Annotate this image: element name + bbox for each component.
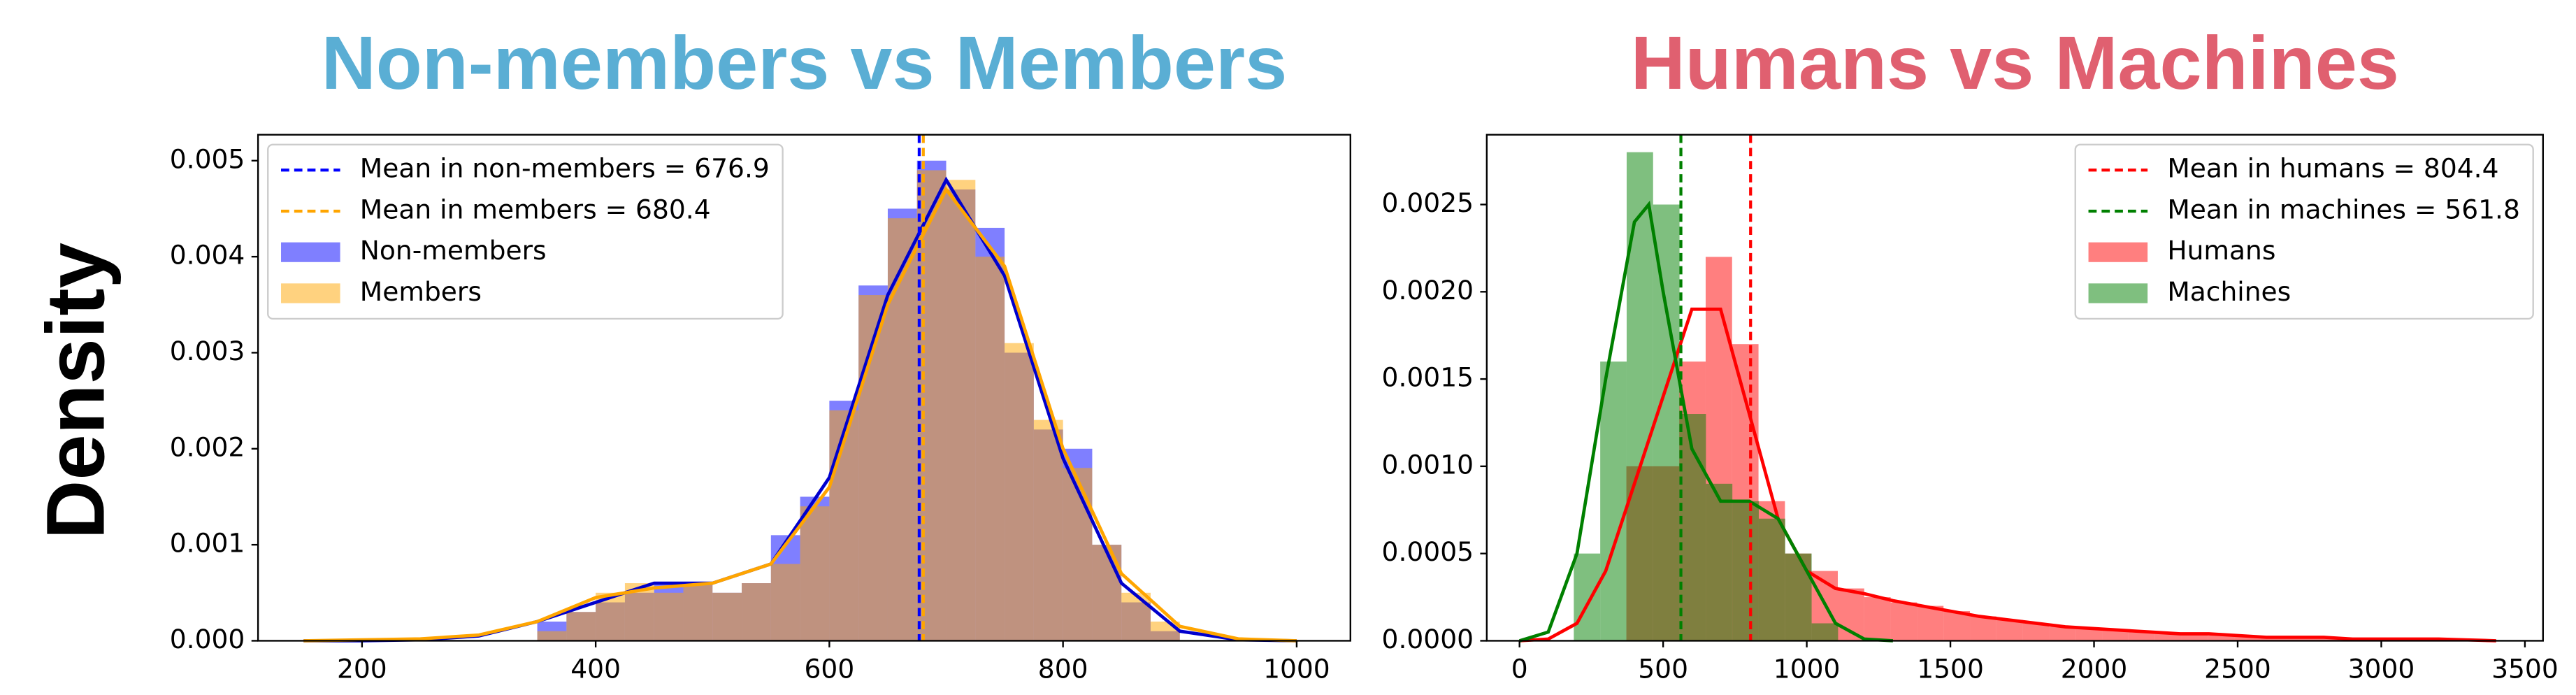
plot-area xyxy=(1518,134,2496,643)
chart-title: Humans vs Machines xyxy=(1631,20,2399,105)
histogram-bar xyxy=(1785,553,1812,641)
legend-patch xyxy=(2088,242,2148,262)
histogram-bar xyxy=(1706,483,1733,641)
legend-patch xyxy=(281,242,340,262)
histogram-bar xyxy=(770,564,800,641)
histogram-bar xyxy=(1063,468,1093,641)
histogram-bar xyxy=(2181,633,2208,641)
plot-area xyxy=(303,134,1297,643)
histogram-bar xyxy=(566,612,596,641)
legend: Mean in non-members = 676.9 Mean in membe… xyxy=(267,143,784,320)
x-tick-label: 1500 xyxy=(1917,653,1984,684)
legend-patch xyxy=(281,283,340,303)
histogram-bar xyxy=(2022,623,2050,641)
histogram-bar xyxy=(1758,518,1785,641)
legend-label: Machines xyxy=(2167,276,2291,307)
x-tick-label: 600 xyxy=(805,653,855,684)
y-tick-label: 0.005 xyxy=(170,143,245,174)
histogram-bar xyxy=(1970,616,1996,641)
histogram-bar xyxy=(800,506,830,641)
histogram-bar xyxy=(742,583,771,641)
histogram-bar xyxy=(537,631,567,641)
histogram-bar xyxy=(2075,628,2103,641)
histogram-bar xyxy=(2287,637,2314,641)
y-tick-label: 0.003 xyxy=(170,336,245,366)
histogram-bar xyxy=(946,180,976,641)
kde-line xyxy=(303,186,1297,643)
histogram-bar xyxy=(1033,420,1063,641)
y-tick-label: 0.0005 xyxy=(1382,536,1474,567)
histogram-bar xyxy=(975,257,1005,641)
x-tick-label: 0 xyxy=(1511,653,1528,684)
histogram-bar xyxy=(2154,633,2182,641)
legend-label: Members xyxy=(360,276,482,307)
y-tick-label: 0.0020 xyxy=(1382,275,1474,306)
legend-patch xyxy=(2088,283,2148,303)
x-tick-label: 2000 xyxy=(2061,653,2128,684)
legend-label: Mean in humans = 804.4 xyxy=(2167,153,2498,184)
histogram-bar xyxy=(1864,597,1891,641)
histogram-bar xyxy=(829,410,859,641)
y-tick-label: 0.001 xyxy=(170,528,245,559)
histogram-bar xyxy=(1626,152,1653,641)
y-tick-label: 0.002 xyxy=(170,431,245,462)
y-tick-label: 0.000 xyxy=(170,624,245,654)
x-tick-label: 2500 xyxy=(2204,653,2271,684)
histogram-bar xyxy=(1574,553,1601,641)
x-tick-label: 800 xyxy=(1038,653,1088,684)
histogram-bar xyxy=(1151,621,1180,641)
legend-label: Mean in non-members = 676.9 xyxy=(360,153,770,184)
x-tick-label: 1000 xyxy=(1773,653,1841,684)
histogram-bar xyxy=(2260,637,2287,641)
y-tick-label: 0.0010 xyxy=(1382,449,1474,480)
y-tick-label: 0.0000 xyxy=(1382,624,1474,654)
legend-box xyxy=(2074,143,2534,320)
histogram-bar xyxy=(1005,343,1034,641)
histogram-bar xyxy=(654,592,684,641)
kde-line xyxy=(1518,201,1894,643)
histogram-bar xyxy=(2049,626,2076,641)
x-tick-label: 3000 xyxy=(2348,653,2415,684)
axes-frame xyxy=(1485,134,2544,642)
x-tick-label: 3500 xyxy=(2491,653,2559,684)
histogram-bar xyxy=(1943,611,1971,641)
axes-frame xyxy=(257,134,1351,642)
histogram-bar xyxy=(1092,545,1122,641)
histogram-bar xyxy=(2208,635,2235,641)
x-tick-label: 1000 xyxy=(1263,653,1330,684)
legend-label: Humans xyxy=(2167,235,2275,266)
legend-box xyxy=(267,143,784,320)
histogram-bar xyxy=(1890,602,1917,641)
x-tick-label: 400 xyxy=(570,653,621,684)
x-tick-label: 200 xyxy=(337,653,387,684)
y-tick-label: 0.004 xyxy=(170,240,245,271)
y-tick-label: 0.0015 xyxy=(1382,362,1474,393)
y-axis-label: Density xyxy=(30,243,122,539)
chart-title: Non-members vs Members xyxy=(322,20,1287,105)
legend: Mean in humans = 804.4 Mean in machines =… xyxy=(2074,143,2534,320)
histogram-bar xyxy=(887,218,917,641)
histogram-bar xyxy=(683,583,713,641)
histogram-bar xyxy=(1996,619,2023,641)
histogram-bar xyxy=(1732,501,1759,641)
histogram-bar xyxy=(1600,361,1627,641)
histogram-bar xyxy=(2128,631,2155,641)
histogram-bar xyxy=(1121,592,1151,641)
legend-label: Mean in members = 680.4 xyxy=(360,194,711,224)
histogram-bar xyxy=(2102,630,2129,641)
histogram-bar xyxy=(1653,204,1680,641)
legend-label: Non-members xyxy=(360,235,547,266)
histogram-bar xyxy=(1811,623,1839,641)
histogram-bar xyxy=(1917,606,1944,641)
legend-label: Mean in machines = 561.8 xyxy=(2167,194,2520,224)
y-tick-label: 0.0025 xyxy=(1382,187,1474,218)
histogram-bar xyxy=(712,592,742,641)
histogram-bar xyxy=(2234,635,2261,641)
x-tick-label: 500 xyxy=(1638,653,1688,684)
